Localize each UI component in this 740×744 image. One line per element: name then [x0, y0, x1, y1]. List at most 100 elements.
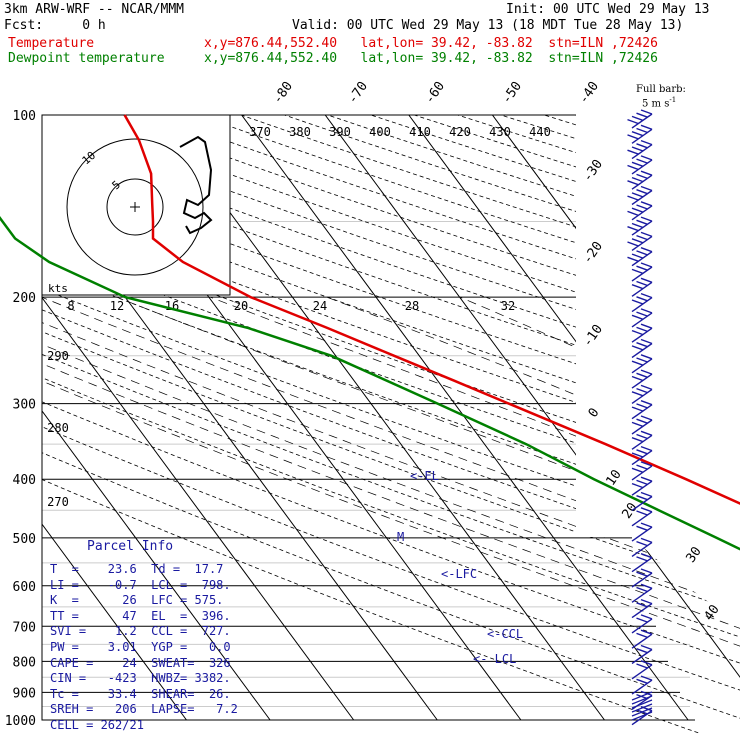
wind-barb-flag	[641, 125, 652, 129]
hodograph-scale-label: 32	[501, 299, 515, 313]
wind-barb-flag	[641, 385, 652, 389]
pressure-tick-label: 600	[13, 580, 36, 595]
forecast-hour: Fcst: 0 h	[4, 19, 106, 33]
wind-barb-flag	[641, 202, 652, 206]
wind-barb-flag	[632, 361, 643, 365]
wind-barb-flag	[632, 407, 643, 411]
level-annotation: M	[397, 530, 404, 544]
wind-barb-flag	[632, 315, 643, 319]
wind-barb-flag	[637, 358, 648, 362]
parcel-info-title: Parcel Info	[87, 540, 173, 555]
barb-unit: 5 m s-1	[642, 95, 676, 109]
wind-barb-flag	[641, 278, 652, 282]
isotherm-line	[576, 115, 740, 720]
wind-barb-flag	[641, 156, 652, 160]
theta-label: 430	[489, 125, 511, 139]
wind-barb-flag	[632, 468, 643, 472]
dewpoint-legend: Dewpoint temperature	[8, 52, 165, 66]
wind-barb-flag	[641, 263, 652, 267]
wind-barb-flag	[641, 416, 652, 420]
wind-barb-flag	[637, 129, 648, 133]
wind-barb-flag	[637, 343, 648, 347]
theta-label-left: 280	[47, 421, 69, 435]
wind-barb-flag	[637, 557, 648, 561]
wind-barb-flag	[637, 664, 648, 668]
isotherm-label: 0	[586, 405, 603, 420]
wind-barb-flag	[637, 633, 648, 637]
isotherm-label: -50	[499, 79, 525, 107]
wind-barb-flag	[637, 236, 648, 240]
wind-barb-flag	[628, 166, 639, 170]
init-time: Init: 00 UTC Wed 29 May 13	[506, 3, 710, 17]
wind-barb-flag	[637, 480, 648, 484]
wind-barb-flag	[628, 120, 639, 124]
moist-adiabat-line	[327, 297, 740, 720]
isotherm-line	[325, 115, 740, 720]
pressure-tick-label: 1000	[5, 714, 36, 729]
wind-barb-flag	[628, 257, 639, 261]
wind-barb-flag	[637, 327, 648, 331]
wind-barb-flag	[637, 679, 648, 683]
wind-barb-flag	[641, 110, 652, 114]
wind-barb-flag	[641, 431, 652, 435]
parcel-info-row: K = 26 LFC = 575.	[50, 593, 223, 608]
wind-barb-flag	[628, 242, 639, 246]
level-annotation: <-CCL	[487, 627, 523, 641]
wind-barb-flag	[637, 511, 648, 515]
moist-adiabat-line	[677, 297, 740, 720]
wind-barb-flag	[641, 141, 652, 145]
parcel-info-row: PW = 3.01 YGP = 0.0	[50, 640, 231, 655]
wind-barb-flag	[637, 174, 648, 178]
hodograph-scale-label: 20	[234, 299, 248, 313]
wind-barb-flag	[641, 232, 652, 236]
level-annotation: <-EL	[410, 469, 439, 483]
wind-barb-flag	[637, 373, 648, 377]
model-title: 3km ARW-WRF -- NCAR/MMM	[4, 3, 184, 17]
theta-label: 400	[369, 125, 391, 139]
hodograph-scale-label: 28	[405, 299, 419, 313]
wind-barb-flag	[641, 676, 652, 680]
theta-label: 390	[329, 125, 351, 139]
wind-barb-flag	[632, 239, 643, 243]
wind-barb-flag	[641, 324, 652, 328]
wind-barb-flag	[641, 370, 652, 374]
parcel-info-row: TT = 47 EL = 396.	[50, 609, 231, 624]
wind-barb-flag	[637, 251, 648, 255]
wind-barb-flag	[637, 297, 648, 301]
wind-barb-flag	[641, 248, 652, 252]
wind-barb-flag	[641, 584, 652, 588]
wind-barb-surface	[632, 692, 652, 700]
wind-barb-flag	[641, 340, 652, 344]
temperature-legend: Temperature	[8, 37, 94, 51]
parcel-info-row: Tc = 33.4 SHEAR= 26.	[50, 687, 231, 702]
wind-barb-flag	[641, 600, 652, 604]
isotherm-label: -20	[580, 239, 606, 267]
wind-barb-flag	[628, 227, 639, 231]
wind-barb-flag	[641, 401, 652, 405]
isotherm-line	[242, 115, 688, 720]
barb-unit-exponent: -1	[669, 96, 676, 104]
pressure-tick-label: 200	[13, 291, 36, 306]
hodograph-scale-label: 8	[67, 299, 74, 313]
wind-barb-flag	[641, 187, 652, 191]
wind-barb-flag	[641, 646, 652, 650]
parcel-info-row: CIN = -423 HWBZ= 3382.	[50, 671, 231, 686]
wind-barb-flag	[637, 205, 648, 209]
wind-barb-flag	[637, 435, 648, 439]
moist-adiabat-line	[582, 297, 740, 720]
wind-barb-flag	[637, 526, 648, 530]
theta-label: 410	[409, 125, 431, 139]
theta-label: 440	[529, 125, 551, 139]
wind-barb-flag	[632, 208, 643, 212]
wind-barb-flag	[632, 300, 643, 304]
wind-barb-flag	[637, 618, 648, 622]
pressure-tick-label: 800	[13, 655, 36, 670]
pressure-tick-label: 300	[13, 398, 36, 413]
hodograph-unit: kts	[48, 282, 68, 295]
wind-barb-flag	[632, 285, 643, 289]
wind-barb-flag	[637, 190, 648, 194]
isotherm-label: 30	[683, 544, 704, 565]
wind-barb-flag	[641, 538, 652, 542]
full-barb-label: Full barb:	[636, 85, 686, 95]
wind-barb-flag	[637, 220, 648, 224]
